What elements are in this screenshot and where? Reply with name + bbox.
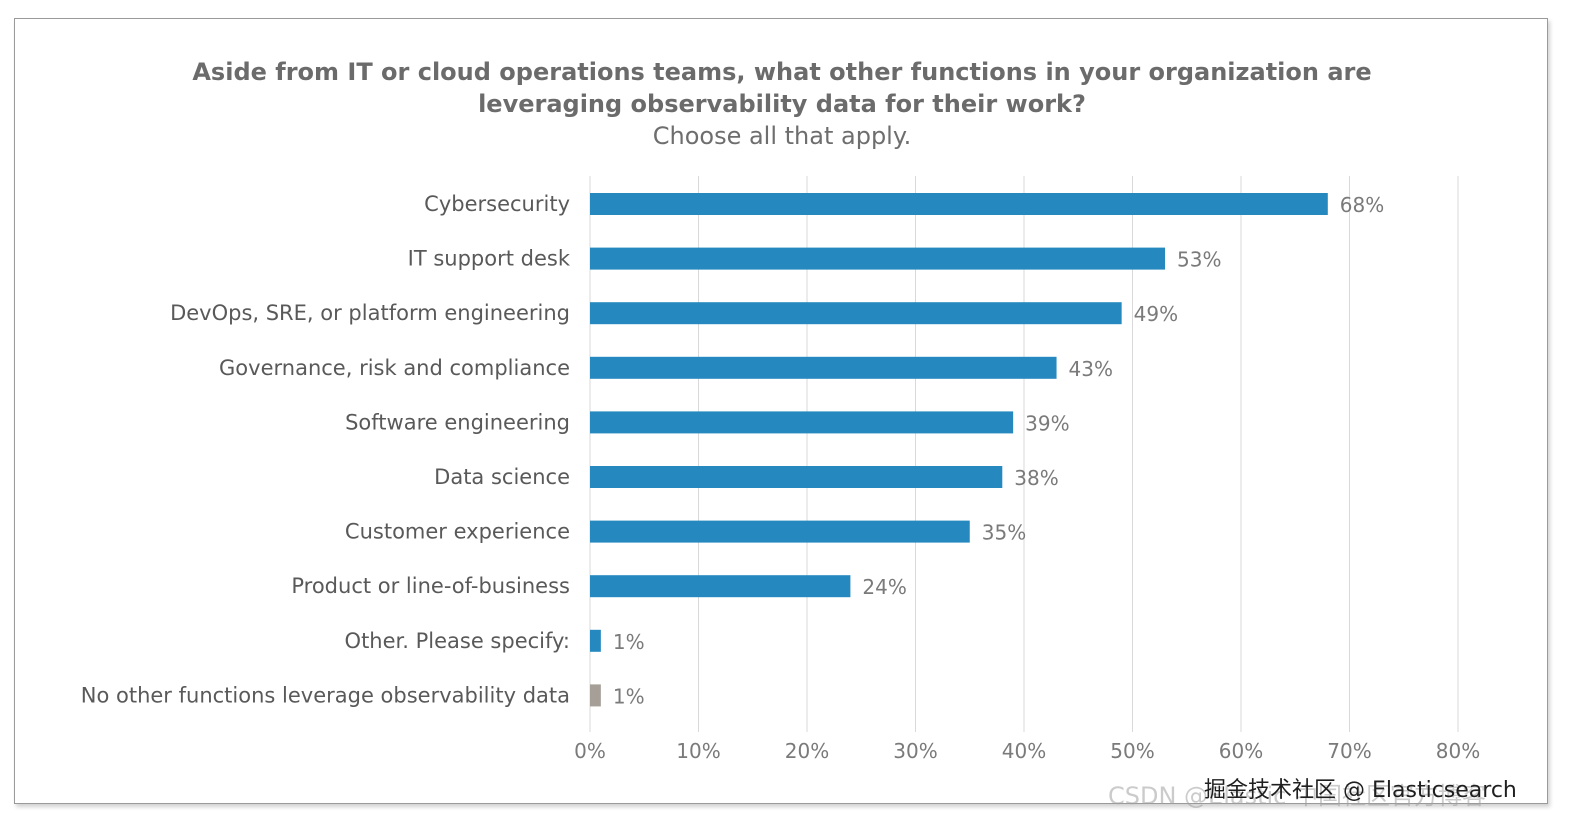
data-label: 1% — [613, 630, 645, 654]
x-tick-label: 30% — [893, 739, 937, 763]
x-tick-label: 70% — [1327, 739, 1371, 763]
brand-watermark: 掘金技术社区 @ Elasticsearch — [1204, 778, 1517, 803]
bar — [590, 520, 970, 543]
category-label: Product or line-of-business — [291, 574, 570, 598]
data-label: 68% — [1340, 193, 1384, 217]
category-label: IT support desk — [408, 247, 571, 271]
data-labels: 68% 53% 49% 43% 39% 38% 35% 24% 1% 1% — [613, 193, 1384, 708]
x-tick-label: 80% — [1436, 739, 1480, 763]
bar — [590, 193, 1328, 215]
x-tick-label: 10% — [676, 739, 720, 763]
category-label: Governance, risk and compliance — [219, 356, 570, 380]
category-label: Customer experience — [345, 520, 570, 544]
bar — [590, 356, 1057, 379]
chart-frame — [14, 18, 1548, 804]
bars — [590, 193, 1328, 707]
data-label: 49% — [1134, 302, 1178, 326]
data-label: 35% — [982, 521, 1026, 545]
data-label: 39% — [1025, 411, 1069, 435]
bar — [590, 684, 601, 707]
watermark: CSDN @Elastic 中国社区官方博客 — [1108, 782, 1486, 810]
x-tick-label: 0% — [574, 739, 606, 763]
bar — [590, 302, 1122, 325]
bar — [590, 629, 601, 652]
x-tick-label: 50% — [1110, 739, 1154, 763]
bar — [590, 411, 1014, 434]
data-label: 1% — [613, 684, 645, 708]
chart-subtitle: Choose all that apply. — [652, 122, 912, 150]
x-tick-label: 60% — [1219, 739, 1263, 763]
chart-title-line-2: leveraging observability data for their … — [478, 90, 1086, 118]
chart-title-line-1: Aside from IT or cloud operations teams,… — [192, 58, 1372, 86]
data-label: 43% — [1069, 357, 1113, 381]
category-label: Other. Please specify: — [345, 629, 570, 653]
category-label: Software engineering — [345, 410, 570, 434]
data-label: 24% — [862, 575, 906, 599]
x-tick-label: 40% — [1002, 739, 1046, 763]
category-label: No other functions leverage observabilit… — [81, 683, 570, 707]
bar — [590, 466, 1003, 488]
bar — [590, 575, 851, 598]
data-label: 53% — [1177, 248, 1221, 272]
category-label: Data science — [434, 465, 570, 489]
bar — [590, 247, 1166, 270]
data-label: 38% — [1014, 466, 1058, 490]
chart-title: Aside from IT or cloud operations teams,… — [14, 56, 1550, 120]
category-label: DevOps, SRE, or platform engineering — [170, 301, 570, 325]
category-label: Cybersecurity — [424, 192, 570, 216]
category-labels: Cybersecurity IT support desk DevOps, SRE,… — [81, 192, 571, 707]
x-tick-label: 20% — [785, 739, 829, 763]
x-axis-tick-labels: 0% 10% 20% 30% 40% 50% 60% 70% 80% — [574, 739, 1480, 763]
